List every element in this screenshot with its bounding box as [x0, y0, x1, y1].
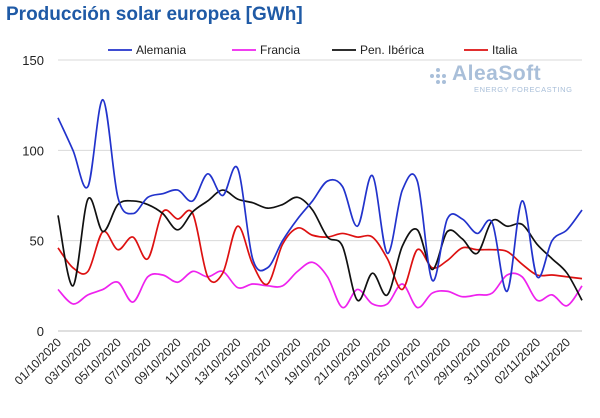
y-axis-ticks: 0 50 100 150 — [22, 53, 44, 339]
series-line-alemania — [57, 98, 583, 293]
legend-label: Alemania — [136, 43, 186, 57]
chart-title: Producción solar europea [GWh] — [6, 4, 303, 25]
legend-label: Francia — [260, 43, 300, 57]
aleasoft-logo: AleaSoft ENERGY FORECASTING — [430, 62, 580, 96]
series-lines — [57, 98, 583, 309]
series-line-italia — [57, 209, 583, 291]
series-line-pen-iberica — [57, 189, 583, 302]
logo-dots-icon — [430, 66, 450, 86]
logo-tagline: ENERGY FORECASTING — [474, 85, 573, 94]
y-tick-label: 150 — [22, 53, 44, 68]
legend: Alemania Francia Pen. Ibérica Italia — [108, 43, 518, 57]
gridlines — [58, 59, 582, 332]
logo-name: AleaSoft — [452, 62, 542, 85]
y-tick-label: 50 — [30, 234, 44, 249]
legend-label: Italia — [492, 43, 518, 57]
y-tick-label: 0 — [37, 324, 44, 339]
x-axis-ticks: 01/10/202003/10/202005/10/202007/10/2020… — [12, 335, 574, 388]
y-tick-label: 100 — [22, 143, 44, 158]
legend-label: Pen. Ibérica — [360, 43, 424, 57]
series-line-francia — [57, 261, 583, 309]
